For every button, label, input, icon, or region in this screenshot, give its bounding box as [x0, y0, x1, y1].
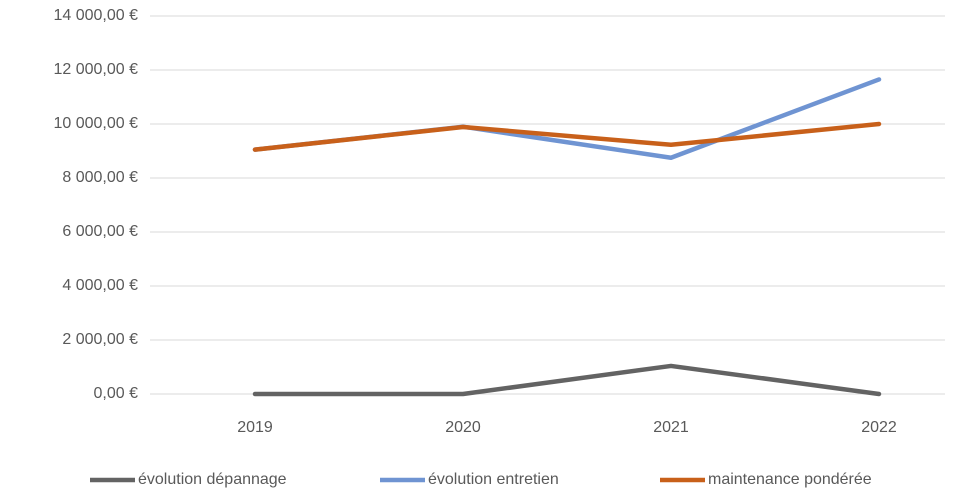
- legend-label: maintenance pondérée: [708, 471, 872, 488]
- y-tick-label: 4 000,00 €: [62, 277, 138, 294]
- legend-label: évolution entretien: [428, 471, 559, 488]
- y-tick-label: 0,00 €: [94, 385, 139, 402]
- y-tick-label: 12 000,00 €: [53, 61, 138, 78]
- y-tick-label: 2 000,00 €: [62, 331, 138, 348]
- y-tick-label: 14 000,00 €: [53, 7, 138, 24]
- x-tick-label: 2022: [861, 419, 897, 436]
- y-tick-label: 10 000,00 €: [53, 115, 138, 132]
- x-tick-label: 2020: [445, 419, 481, 436]
- x-tick-label: 2021: [653, 419, 689, 436]
- legend-label: évolution dépannage: [138, 471, 287, 488]
- y-tick-label: 8 000,00 €: [62, 169, 138, 186]
- y-tick-label: 6 000,00 €: [62, 223, 138, 240]
- x-tick-label: 2019: [237, 419, 273, 436]
- series-line: [252, 77, 882, 160]
- series-line: [252, 121, 882, 152]
- series-line: [252, 363, 882, 397]
